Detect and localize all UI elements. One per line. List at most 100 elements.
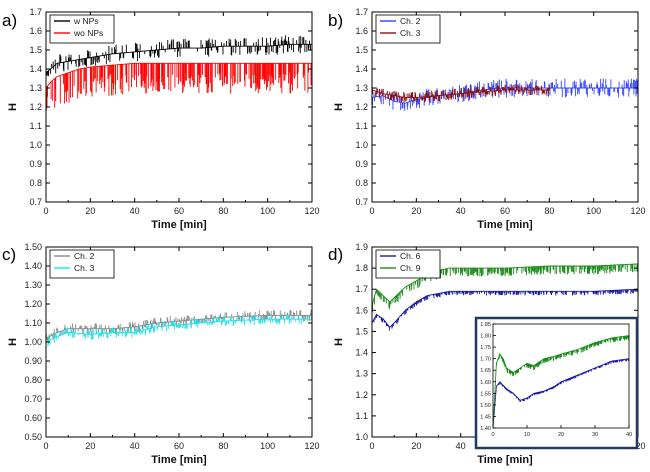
y-tick-label: 1.3 xyxy=(355,83,368,93)
y-tick-label: 1.0 xyxy=(29,140,42,150)
x-tick-label: 60 xyxy=(174,206,184,216)
panel-label-d: d) xyxy=(328,245,343,264)
legend-entry: Ch. 3 xyxy=(400,28,421,38)
x-tick-label: 20 xyxy=(85,441,95,451)
y-tick-label: 1.5 xyxy=(29,45,42,55)
inset-x-tick-label: 10 xyxy=(524,432,530,438)
inset-y-tick-label: 1.75 xyxy=(480,345,491,351)
x-tick-label: 40 xyxy=(130,441,140,451)
legend-entry: Ch. 2 xyxy=(400,16,421,26)
inset-y-tick-label: 1.55 xyxy=(480,391,491,397)
y-axis-label-c: H xyxy=(7,338,19,346)
y-tick-label: 1.2 xyxy=(355,102,368,112)
y-tick-label: 1.10 xyxy=(24,318,42,328)
y-tick-label: 1.6 xyxy=(355,26,368,36)
y-tick-label: 1.0 xyxy=(355,140,368,150)
x-tick-label: 100 xyxy=(260,441,275,451)
legend-a: w NPs wo NPs xyxy=(49,14,115,44)
y-axis-label-a: H xyxy=(7,103,19,111)
x-tick-label: 0 xyxy=(43,441,48,451)
y-tick-label: 1.9 xyxy=(355,242,368,252)
x-tick-label: 40 xyxy=(456,441,466,451)
y-tick-label: 1.8 xyxy=(355,263,368,273)
legend-box xyxy=(49,249,115,279)
legend-entry: Ch. 3 xyxy=(74,263,95,273)
x-tick-label: 100 xyxy=(586,206,601,216)
inset-y-tick-label: 1.65 xyxy=(480,368,491,374)
y-tick-label: 1.1 xyxy=(355,411,368,421)
y-tick-label: 0.8 xyxy=(355,178,368,188)
inset-x-tick-label: 0 xyxy=(491,432,494,438)
panel-label-a: a) xyxy=(2,11,17,30)
x-tick-label: 80 xyxy=(218,441,228,451)
y-tick-label: 1.5 xyxy=(355,326,368,336)
panel-label-b: b) xyxy=(328,11,343,30)
inset-d: 0 10 20 30 40 1.40 1.45 1.50 1.55 1.60 1.65 1.70 1.7… xyxy=(474,316,639,450)
y-tick-label: 1.7 xyxy=(29,7,42,17)
legend-c: Ch. 2 Ch. 3 xyxy=(49,249,115,279)
y-tick-label: 1.1 xyxy=(29,121,42,131)
y-tick-label: 1.00 xyxy=(24,337,42,347)
plot-area-b xyxy=(372,78,638,111)
x-tick-label: 0 xyxy=(369,206,374,216)
plot-area-c xyxy=(46,309,312,347)
y-tick-label: 0.9 xyxy=(355,159,368,169)
y-tick-label: 1.20 xyxy=(24,299,42,309)
x-tick-label: 100 xyxy=(260,206,275,216)
series-ch-9-line xyxy=(372,263,638,312)
panel-b: b) 0 20 40 60 80 100 120 0.7 0.8 0.9 1.0 1.1 1.2 1.3 1.… xyxy=(328,7,646,231)
series-ch-3-line xyxy=(372,84,550,103)
y-tick-label: 1.6 xyxy=(355,305,368,315)
y-tick-label: 0.80 xyxy=(24,375,42,385)
inset-plot-area xyxy=(493,335,629,428)
y-tick-label: 1.3 xyxy=(355,369,368,379)
legend-entry: Ch. 6 xyxy=(400,251,421,261)
x-tick-label: 120 xyxy=(304,206,319,216)
inset-y-tick-label: 1.85 xyxy=(480,322,491,328)
legend-entry: Ch. 2 xyxy=(74,251,95,261)
x-tick-label: 0 xyxy=(369,441,374,451)
y-tick-label: 1.4 xyxy=(29,64,42,74)
legend-box xyxy=(49,14,115,44)
series-wo-nps-line xyxy=(46,62,312,111)
y-tick-label: 1.50 xyxy=(24,242,42,252)
plot-area-a xyxy=(46,35,312,111)
x-axis-label-c: Time [min] xyxy=(151,454,207,466)
y-tick-label: 1.7 xyxy=(355,7,368,17)
x-tick-label: 60 xyxy=(500,206,510,216)
y-tick-label: 1.2 xyxy=(355,390,368,400)
inset-x-tick-label: 40 xyxy=(626,432,632,438)
x-tick-label: 20 xyxy=(411,441,421,451)
panel-label-c: c) xyxy=(2,245,16,264)
series-ch-2-line xyxy=(372,78,638,111)
y-tick-label: 1.30 xyxy=(24,280,42,290)
y-tick-label: 0.8 xyxy=(29,178,42,188)
y-tick-label: 1.1 xyxy=(355,121,368,131)
x-tick-label: 20 xyxy=(85,206,95,216)
y-tick-label: 0.9 xyxy=(29,159,42,169)
inset-y-tick-label: 1.60 xyxy=(480,380,491,386)
y-axis-label-d: H xyxy=(333,338,345,346)
y-tick-label: 1.40 xyxy=(24,261,42,271)
inset-series-ch-6-line xyxy=(493,358,629,428)
legend-b: Ch. 2 Ch. 3 xyxy=(375,14,441,44)
y-tick-label: 1.0 xyxy=(355,432,368,442)
y-tick-label: 1.3 xyxy=(29,83,42,93)
y-tick-label: 0.50 xyxy=(24,432,42,442)
y-tick-label: 0.60 xyxy=(24,413,42,423)
series-ch-6-line xyxy=(372,288,638,331)
inset-y-tick-label: 1.50 xyxy=(480,403,491,409)
panel-a: a) 0 20 40 60 80 100 120 0.7 0.8 0.9 1.0 1.1 1.2 1.3 1.… xyxy=(2,7,320,231)
y-tick-label: 1.5 xyxy=(355,45,368,55)
x-tick-label: 80 xyxy=(544,206,554,216)
y-tick-label: 0.7 xyxy=(29,197,42,207)
x-tick-label: 120 xyxy=(630,206,645,216)
legend-d: Ch. 6 Ch. 9 xyxy=(375,249,441,279)
y-axis-label-b: H xyxy=(333,103,345,111)
panel-d: d)0204060801001201.01.11.21.31.41.51.61.… xyxy=(328,242,646,466)
x-axis-label-d: Time [min] xyxy=(477,454,533,466)
y-tick-label: 0.7 xyxy=(355,197,368,207)
x-tick-label: 80 xyxy=(218,206,228,216)
y-tick-label: 1.6 xyxy=(29,26,42,36)
x-tick-label: 120 xyxy=(304,441,319,451)
